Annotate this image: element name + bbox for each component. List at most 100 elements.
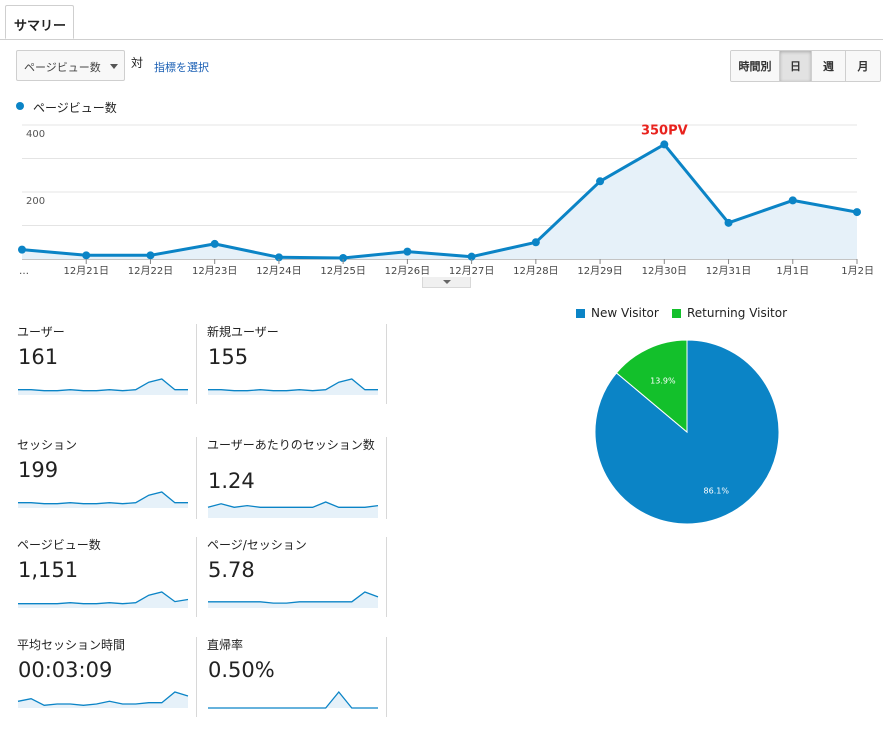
metric-label: セッション [17, 438, 78, 452]
metric-value: 199 [18, 458, 59, 482]
metric-sparkline [18, 491, 188, 508]
x-tick-label: 12月21日 [64, 265, 109, 277]
metric-sparkline [18, 591, 189, 608]
chart-data-point[interactable] [788, 196, 797, 205]
sparkline-line [208, 591, 379, 604]
metric-value: 1.24 [208, 469, 255, 493]
metric-card[interactable]: 新規ユーザー 155 [207, 325, 385, 405]
sparkline-line [208, 378, 378, 392]
chart-data-point[interactable] [274, 253, 283, 262]
select-metric-link[interactable]: 指標を選択 [154, 61, 209, 74]
metric-divider [386, 324, 387, 404]
chart-data-point[interactable] [146, 251, 155, 260]
metric-value: 1,151 [18, 558, 79, 582]
chart-data-point[interactable] [660, 140, 669, 149]
chart-data-point[interactable] [82, 251, 91, 260]
legend-label-returning-visitor: Returning Visitor [687, 306, 788, 320]
legend-label-new-visitor: New Visitor [591, 306, 659, 320]
x-tick-label: 12月24日 [256, 265, 301, 277]
granularity-hourly-button[interactable]: 時間別 [731, 51, 779, 81]
vs-label: 対 [131, 56, 144, 70]
metric-value: 155 [208, 345, 249, 369]
metric-card[interactable]: 平均セッション時間 00:03:09 [17, 638, 195, 718]
chart-data-point[interactable] [210, 239, 219, 248]
metric-divider [196, 537, 197, 617]
legend-swatch-new-visitor [576, 308, 585, 318]
sparkline-area [208, 692, 378, 708]
sparkline-area [208, 592, 378, 608]
metric-card[interactable]: ユーザー 161 [17, 325, 195, 405]
granularity-day-button[interactable]: 日 [779, 51, 811, 81]
metric-sparkline [208, 378, 378, 395]
metric-select[interactable]: ページビュー数 [16, 50, 125, 81]
metric-label: ユーザー [17, 325, 65, 339]
x-tick-label: 12月29日 [577, 265, 622, 277]
x-tick-label: 12月30日 [642, 265, 687, 277]
sparkline-area [18, 379, 188, 395]
metric-value: 0.50% [208, 658, 275, 682]
pie-slice-returning-visitor [615, 339, 688, 434]
metric-card[interactable]: セッション 199 [17, 438, 195, 518]
chart-series-line [21, 142, 858, 260]
metric-divider [386, 537, 387, 617]
series-legend-label: ページビュー数 [33, 101, 117, 115]
metric-divider [196, 637, 197, 717]
pie-slice-new-visitor [594, 339, 780, 525]
series-legend-dot [16, 102, 24, 110]
metric-divider [196, 324, 197, 404]
sparkline-area [18, 592, 188, 608]
metric-select-value: ページビュー数 [24, 61, 101, 74]
chart-data-point[interactable] [339, 253, 348, 262]
pageviews-line-chart: … 12月21日 12月22日 12月23日 12月24日 12月25日 12月26日 12月… [18, 123, 874, 277]
tab-summary-label: サマリー [14, 19, 67, 34]
metric-divider [386, 637, 387, 717]
metric-label: 直帰率 [207, 638, 244, 652]
chart-collapse-toggle[interactable] [422, 277, 471, 288]
granularity-week-button[interactable]: 週 [811, 51, 845, 81]
x-tick-label: 12月27日 [449, 265, 494, 277]
metric-label: 新規ユーザー [207, 325, 279, 339]
y-tick-label: 400 [26, 129, 45, 140]
granularity-month-button[interactable]: 月 [845, 51, 880, 81]
chart-data-point[interactable] [403, 247, 412, 256]
visitor-pie-chart: 86.1% 13.9% [594, 339, 780, 525]
pie-label-returning-visitor: 13.9% [650, 376, 676, 385]
metric-sparkline [18, 378, 188, 395]
y-tick-label: 200 [26, 196, 45, 207]
metric-card[interactable]: ページ/セッション 5.78 [207, 538, 385, 618]
granularity-toggle: 時間別 日 週 月 [730, 50, 881, 82]
pie-legend-returning: Returning Visitor [672, 306, 787, 320]
metric-divider [196, 437, 197, 519]
sparkline-line [208, 690, 378, 709]
chart-data-point[interactable] [531, 238, 540, 247]
x-tick-label: 1月1日 [776, 265, 809, 277]
metric-label: ユーザーあたりのセッション数 [207, 438, 375, 452]
metric-card[interactable]: ページビュー数 1,151 [17, 538, 195, 618]
sparkline-area [208, 502, 378, 518]
sparkline-line [18, 491, 188, 505]
metric-label: 平均セッション時間 [17, 638, 126, 652]
metric-label: ページ/セッション [207, 538, 307, 552]
sparkline-area [208, 379, 378, 395]
chart-data-point[interactable] [467, 252, 476, 261]
legend-swatch-returning-visitor [672, 308, 681, 318]
sparkline-line [207, 501, 379, 508]
chart-data-point[interactable] [596, 177, 605, 186]
chart-data-point[interactable] [853, 208, 861, 217]
metric-card[interactable]: ユーザーあたりのセッション数 1.24 [207, 438, 385, 518]
tab-summary[interactable]: サマリー [5, 5, 74, 39]
metric-value: 161 [18, 345, 59, 369]
sparkline-area [18, 492, 188, 508]
chart-data-point[interactable] [724, 218, 733, 227]
chart-data-point[interactable] [18, 245, 26, 254]
chevron-down-icon [110, 64, 118, 69]
metric-label: ページビュー数 [17, 538, 101, 552]
sparkline-line [18, 378, 188, 392]
metric-sparkline [207, 501, 379, 518]
x-tick-label: 1月2日 [841, 265, 874, 277]
metric-card[interactable]: 直帰率 0.50% [207, 638, 385, 718]
x-tick-label: 12月31日 [706, 265, 751, 277]
chart-annotation-label: 350PV [641, 123, 688, 138]
x-tick-label: 12月22日 [128, 265, 173, 277]
metric-sparkline [208, 591, 379, 608]
